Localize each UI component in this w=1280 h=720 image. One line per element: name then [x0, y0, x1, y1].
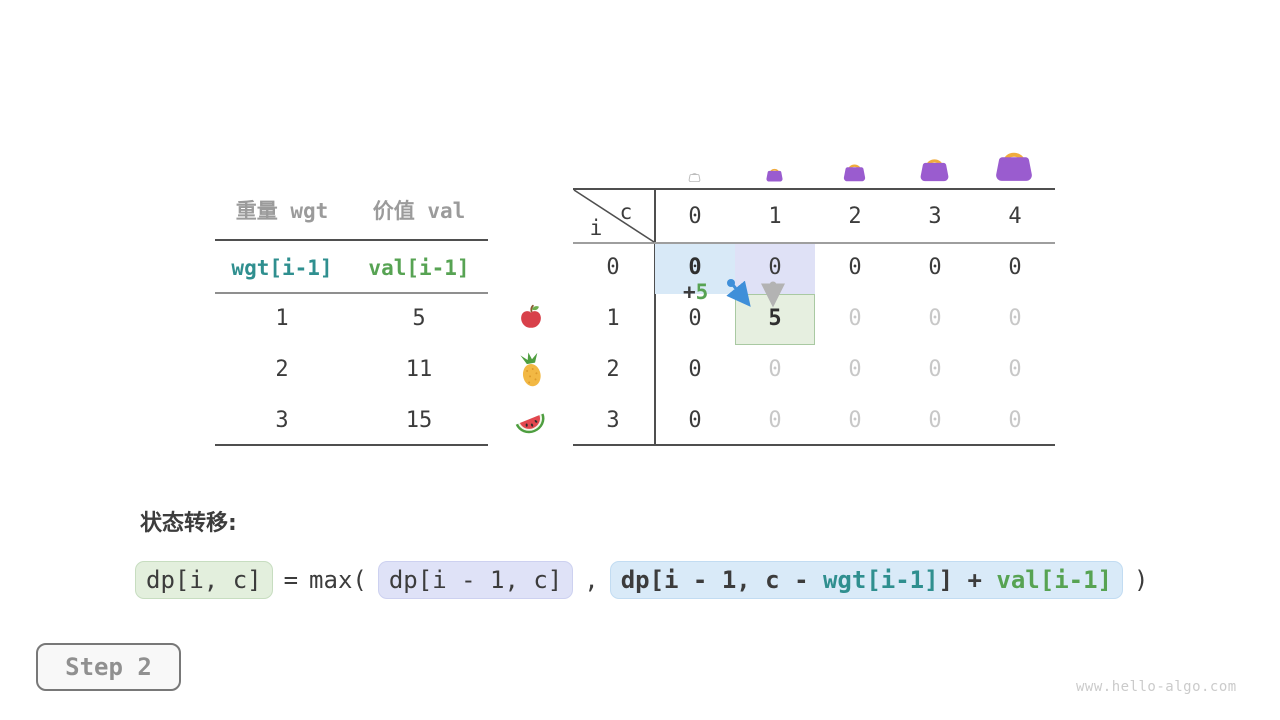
dp-cell-0-1: 0 [768, 255, 782, 280]
item-row-1-wgt: 2 [275, 357, 289, 382]
dp-cell-2-4: 0 [1008, 357, 1022, 382]
dp-row-header-3: 3 [606, 408, 620, 433]
item-row-0-val: 5 [412, 306, 426, 331]
item-row-1-val: 11 [405, 357, 433, 382]
dp-cell-2-2: 0 [848, 357, 862, 382]
watermelon-icon [511, 404, 549, 436]
dp-cell-3-3: 0 [928, 408, 942, 433]
bag-icon-capacity-2 [842, 158, 867, 182]
formula-lhs: dp[i, c] [135, 561, 273, 599]
transfer-value-annotation: +5 [683, 280, 709, 304]
items-table-rule-middle [215, 292, 488, 294]
dp-table-rule-bottom [573, 444, 1055, 446]
state-transition-label: 状态转移: [140, 511, 237, 536]
formula-option-take: dp[i - 1, c - wgt[i-1]] + val[i-1] [609, 561, 1123, 599]
dp-cell-0-0: 0 [688, 255, 702, 280]
dp-col-header-1: 1 [768, 204, 782, 229]
items-array-wgt-label: wgt[i-1] [231, 256, 333, 280]
dp-cell-3-4: 0 [1008, 408, 1022, 433]
dp-cell-1-2: 0 [848, 306, 862, 331]
items-table-rule-top [215, 239, 488, 241]
dp-table-rule-top [573, 188, 1055, 190]
formula-option-skip: dp[i - 1, c] [377, 561, 574, 599]
dp-cell-3-0: 0 [688, 408, 702, 433]
items-table-rule-bottom [215, 444, 488, 446]
pineapple-icon [514, 351, 546, 388]
bag-icon-capacity-3 [918, 151, 951, 182]
dp-col-header-4: 4 [1008, 204, 1022, 229]
step-button-label: Step 2 [65, 653, 152, 681]
apple-icon [517, 303, 545, 331]
dp-cell-1-3: 0 [928, 306, 942, 331]
items-array-val-label: val[i-1] [368, 256, 470, 280]
step-button[interactable]: Step 2 [36, 643, 181, 691]
dp-highlight-source-left [655, 244, 735, 294]
dp-col-header-0: 0 [688, 204, 702, 229]
dp-cell-1-4: 0 [1008, 306, 1022, 331]
formula-comma: , [584, 566, 599, 594]
dp-cell-1-0: 0 [688, 306, 702, 331]
dp-table-rule-header [573, 242, 1055, 244]
dp-col-header-3: 3 [928, 204, 942, 229]
dp-cell-3-1: 0 [768, 408, 782, 433]
dp-cell-2-3: 0 [928, 357, 942, 382]
dp-cell-2-0: 0 [688, 357, 702, 382]
dp-row-header-2: 2 [606, 357, 620, 382]
dp-cell-3-2: 0 [848, 408, 862, 433]
dp-row-header-0: 0 [606, 255, 620, 280]
bag-icon-capacity-0 [688, 170, 701, 182]
formula-equals: = [283, 566, 299, 594]
dp-row-header-1: 1 [606, 306, 620, 331]
dp-cell-0-2: 0 [848, 255, 862, 280]
items-col-header-weight: 重量 wgt [235, 199, 329, 223]
dp-cell-0-3: 0 [928, 255, 942, 280]
formula-close-paren: ) [1133, 566, 1149, 594]
state-transition-formula: dp[i, c] = max( dp[i - 1, c] , dp[i - 1,… [135, 561, 1148, 599]
dp-table-vertical-rule [654, 188, 656, 446]
bag-icon-capacity-4 [993, 142, 1035, 182]
dp-cell-2-1: 0 [768, 357, 782, 382]
items-col-header-value: 价值 val [372, 199, 466, 223]
bag-icon-capacity-1 [765, 164, 784, 182]
item-row-2-val: 15 [405, 408, 433, 433]
dp-corner-row-var: i [589, 216, 603, 240]
dp-cell-1-1: 5 [768, 306, 782, 331]
watermark: www.hello-algo.com [1076, 679, 1237, 695]
item-row-2-wgt: 3 [275, 408, 289, 433]
formula-max-open: max( [309, 566, 367, 594]
dp-corner-col-var: c [619, 200, 633, 224]
dp-col-header-2: 2 [848, 204, 862, 229]
dp-cell-0-4: 0 [1008, 255, 1022, 280]
item-row-0-wgt: 1 [275, 306, 289, 331]
